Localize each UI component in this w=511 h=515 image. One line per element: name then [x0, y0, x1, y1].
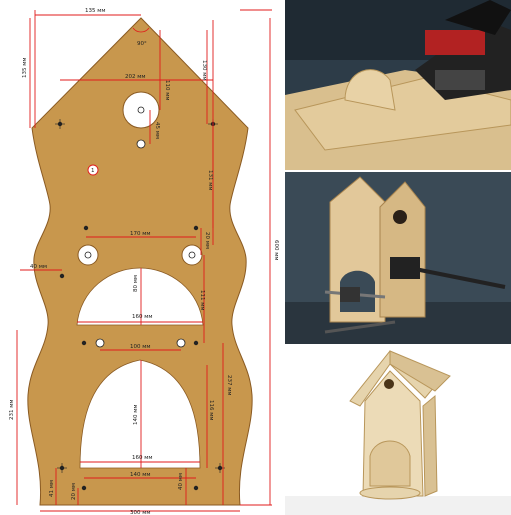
dim-160-b: 160 мм: [132, 455, 153, 461]
dim-130: 130 мм: [201, 60, 207, 81]
dim-total-height: 600 мм: [273, 240, 279, 261]
dim-231: 231 мм: [9, 399, 15, 420]
dim-140-v: 140 мм: [133, 404, 139, 425]
dim-top-height: 135 мм: [22, 57, 28, 78]
dim-170: 170 мм: [130, 231, 151, 237]
angle-label: 90°: [137, 41, 147, 47]
entrance-hole: [122, 91, 160, 129]
dim-20-bottom: 20 мм: [71, 483, 77, 500]
dim-100: 100 мм: [130, 344, 151, 350]
dim-20: 20 мм: [204, 232, 210, 249]
dim-160-a: 160 мм: [132, 314, 153, 320]
birdhouse-blueprint: 135 мм 90° 135 мм 202 мм 110 мм 130 мм 4…: [9, 8, 279, 515]
perch-hole-left: [77, 244, 99, 266]
clamped-assembly-photo: [285, 172, 511, 344]
blueprint-svg: 135 мм 90° 135 мм 202 мм 110 мм 130 мм 4…: [9, 8, 279, 515]
dim-45: 45 мм: [154, 122, 160, 139]
part-marker: [87, 164, 99, 176]
dim-131: 131 мм: [207, 170, 213, 191]
dim-total-width: 300 мм: [130, 510, 151, 515]
dim-140-h: 140 мм: [130, 472, 151, 478]
dim-116: 116 мм: [208, 400, 214, 421]
dim-top-width: 135 мм: [85, 8, 106, 14]
jigsaw-cutting-photo: [285, 0, 511, 170]
upper-arch-opening: [76, 267, 204, 326]
dimension-lines: [16, 9, 272, 512]
dim-hole-span: 202 мм: [125, 74, 146, 80]
dim-237: 237 мм: [226, 375, 232, 396]
lower-arch-opening: [79, 359, 201, 469]
dim-110: 110 мм: [164, 80, 170, 101]
dim-41: 41 мм: [49, 480, 55, 497]
finished-birdhouse-photo: [285, 346, 511, 515]
dimension-labels: 135 мм 90° 135 мм 202 мм 110 мм 130 мм 4…: [9, 8, 279, 515]
part-number: 1: [91, 168, 95, 174]
board-shape: [27, 17, 253, 506]
dim-111: 111 мм: [199, 290, 205, 311]
dim-40-bottom: 40 мм: [178, 473, 184, 490]
perch-hole-right: [181, 244, 203, 266]
dim-40-left: 40 мм: [30, 264, 47, 270]
dim-80: 80 мм: [133, 275, 139, 292]
